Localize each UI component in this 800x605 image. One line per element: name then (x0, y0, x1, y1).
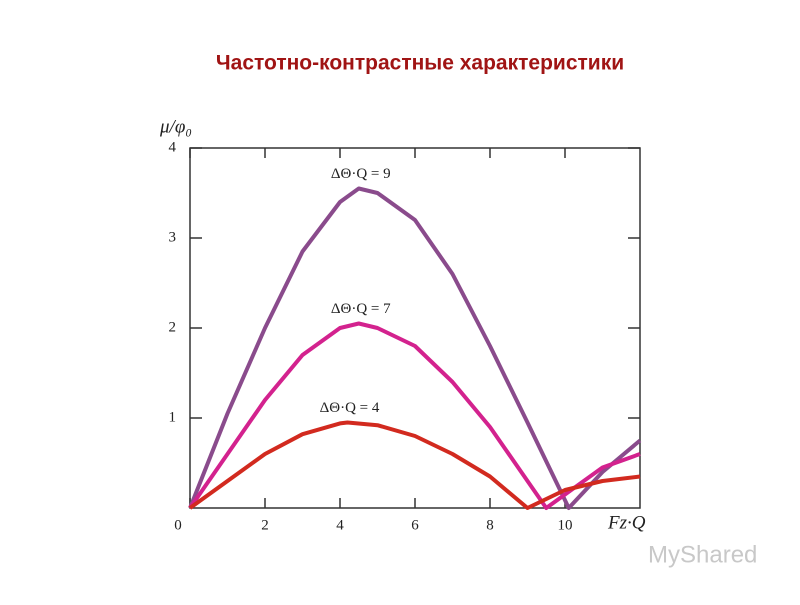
series-line (188, 420, 641, 510)
x-tick-label: 4 (336, 517, 344, 533)
series-label: ΔΘ·Q = 9 (331, 166, 391, 182)
y-tick-label: 1 (169, 409, 177, 425)
x-tick-label: 10 (558, 517, 573, 533)
x-tick-label: 6 (411, 517, 419, 533)
y-axis-label: μ/φ₀ (159, 116, 192, 137)
series-line (188, 321, 641, 510)
x-axis-label: Fz·Q (607, 512, 646, 533)
watermark: MyShared (648, 541, 757, 568)
x-tick-label: 0 (174, 517, 182, 533)
y-tick-label: 2 (169, 319, 177, 335)
series-line (188, 186, 642, 510)
y-tick-label: 3 (169, 229, 177, 245)
x-tick-label: 2 (261, 517, 269, 533)
x-tick-label: 8 (486, 517, 494, 533)
series-label: ΔΘ·Q = 7 (331, 301, 391, 317)
chart-title: Частотно-контрастные характеристики (216, 52, 624, 75)
plot-frame (189, 147, 641, 509)
y-tick-label: 4 (169, 139, 177, 155)
series-label: ΔΘ·Q = 4 (320, 400, 380, 416)
